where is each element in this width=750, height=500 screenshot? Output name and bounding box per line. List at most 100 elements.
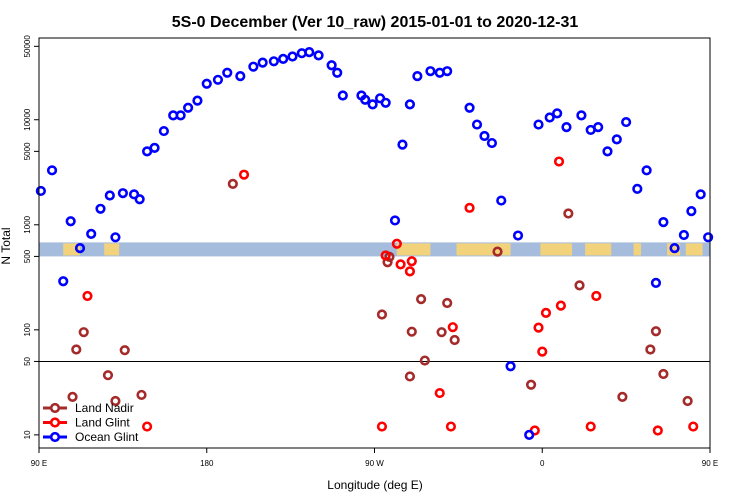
y-tick-label: 100 — [23, 323, 32, 337]
point-ocean-glint — [149, 142, 160, 153]
point-ocean-glint — [412, 71, 423, 82]
point-land-glint — [537, 346, 548, 357]
point-land-nadir — [406, 326, 417, 337]
land-segment — [104, 243, 120, 256]
point-ocean-glint — [602, 146, 613, 157]
point-land-glint — [82, 290, 93, 302]
point-ocean-glint — [611, 134, 622, 145]
point-ocean-glint — [248, 61, 259, 72]
point-ocean-glint — [313, 50, 324, 61]
point-land-nadir — [102, 370, 114, 381]
point-ocean-glint — [561, 122, 572, 133]
point-land-glint — [391, 238, 402, 249]
point-ocean-glint — [641, 165, 652, 176]
point-ocean-glint — [695, 189, 706, 200]
point-ocean-glint — [222, 67, 233, 78]
point-land-nadir — [650, 326, 662, 337]
y-tick-label: 50000 — [23, 35, 32, 58]
point-ocean-glint — [287, 51, 298, 62]
point-land-nadir — [119, 345, 130, 356]
point-ocean-glint — [212, 74, 224, 85]
point-ocean-glint — [201, 78, 212, 89]
point-land-nadir — [449, 334, 460, 346]
point-land-nadir — [525, 379, 537, 390]
point-ocean-glint — [397, 139, 408, 150]
point-ocean-glint — [380, 97, 391, 108]
y-tick-label: 10 — [23, 430, 32, 439]
legend-label-ocean-glint: Ocean Glint — [75, 430, 139, 444]
legend-label-land-nadir: Land Nadir — [75, 401, 134, 415]
land-segment — [633, 243, 642, 256]
x-tick-label: 90 E — [31, 459, 47, 468]
point-ocean-glint — [512, 230, 524, 241]
point-ocean-glint — [686, 205, 697, 217]
point-land-glint — [142, 421, 153, 432]
point-ocean-glint — [442, 66, 453, 77]
point-land-glint — [585, 421, 596, 432]
band-layer — [39, 242, 710, 257]
point-ocean-glint — [110, 232, 121, 243]
point-land-nadir — [110, 395, 121, 407]
point-ocean-glint — [404, 99, 416, 110]
point-ocean-glint — [175, 110, 186, 121]
point-ocean-glint — [425, 66, 436, 77]
point-land-nadir — [617, 391, 628, 402]
land-segment — [585, 243, 612, 256]
point-ocean-glint — [678, 229, 690, 241]
point-ocean-glint — [669, 242, 680, 254]
point-land-nadir — [645, 344, 656, 355]
point-ocean-glint — [464, 102, 475, 113]
y-tick-label: 500 — [23, 249, 32, 263]
point-ocean-glint — [104, 190, 115, 201]
point-land-nadir — [415, 294, 427, 305]
point-land-nadir — [376, 309, 388, 320]
point-ocean-glint — [332, 67, 343, 78]
point-land-glint — [533, 322, 544, 333]
axes-layer: 90 E 180 90 W 0 90 E 10 50 100 500 1000 5000 10000 5… — [23, 35, 718, 468]
y-tick-label: 50 — [23, 356, 32, 365]
point-land-nadir — [436, 327, 447, 338]
point-ocean-glint — [544, 112, 555, 123]
point-ocean-glint — [46, 165, 58, 176]
point-land-nadir — [492, 246, 503, 257]
point-ocean-glint — [128, 189, 140, 200]
point-ocean-glint — [158, 125, 169, 137]
point-ocean-glint — [35, 185, 46, 197]
point-land-nadir — [78, 327, 89, 338]
point-ocean-glint — [703, 232, 714, 243]
point-land-nadir — [442, 297, 453, 309]
point-ocean-glint — [235, 71, 246, 82]
land-segment — [396, 243, 431, 256]
point-ocean-glint — [367, 99, 378, 110]
point-ocean-glint — [268, 56, 279, 67]
point-land-glint — [406, 256, 417, 267]
point-ocean-glint — [337, 90, 348, 101]
point-land-glint — [464, 202, 475, 213]
point-land-glint — [555, 300, 566, 311]
point-ocean-glint — [304, 47, 315, 58]
point-ocean-glint — [326, 60, 337, 71]
point-ocean-glint — [496, 195, 507, 206]
point-ocean-glint — [86, 228, 97, 239]
point-land-glint — [395, 259, 406, 270]
x-tick-label: 90 W — [365, 459, 384, 468]
y-tick-label: 1000 — [23, 215, 32, 233]
legend-label-land-glint: Land Glint — [75, 416, 130, 430]
point-ocean-glint — [632, 183, 643, 194]
point-land-nadir — [71, 344, 82, 355]
point-ocean-glint — [95, 203, 106, 214]
point-ocean-glint — [192, 95, 203, 106]
point-land-glint — [404, 266, 416, 277]
point-ocean-glint — [576, 110, 587, 121]
point-ocean-glint — [117, 188, 128, 199]
point-land-glint — [591, 290, 602, 302]
point-land-glint — [376, 421, 388, 432]
legend-marker-land-nadir — [49, 402, 61, 414]
point-land-glint — [553, 156, 565, 167]
point-ocean-glint — [278, 53, 289, 64]
y-axis-label: N Total — [0, 227, 13, 264]
point-ocean-glint — [621, 116, 632, 128]
point-ocean-glint — [183, 102, 194, 113]
point-ocean-glint — [552, 108, 563, 119]
point-ocean-glint — [479, 130, 490, 142]
